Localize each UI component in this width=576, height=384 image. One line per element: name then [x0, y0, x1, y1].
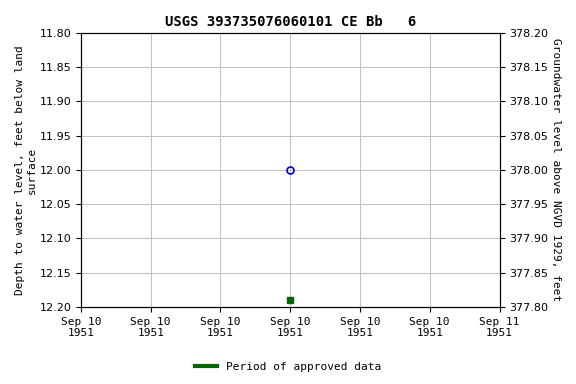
Legend: Period of approved data: Period of approved data: [191, 358, 385, 377]
Y-axis label: Groundwater level above NGVD 1929, feet: Groundwater level above NGVD 1929, feet: [551, 38, 561, 301]
Title: USGS 393735076060101 CE Bb   6: USGS 393735076060101 CE Bb 6: [165, 15, 416, 29]
Y-axis label: Depth to water level, feet below land
surface: Depth to water level, feet below land su…: [15, 45, 37, 295]
